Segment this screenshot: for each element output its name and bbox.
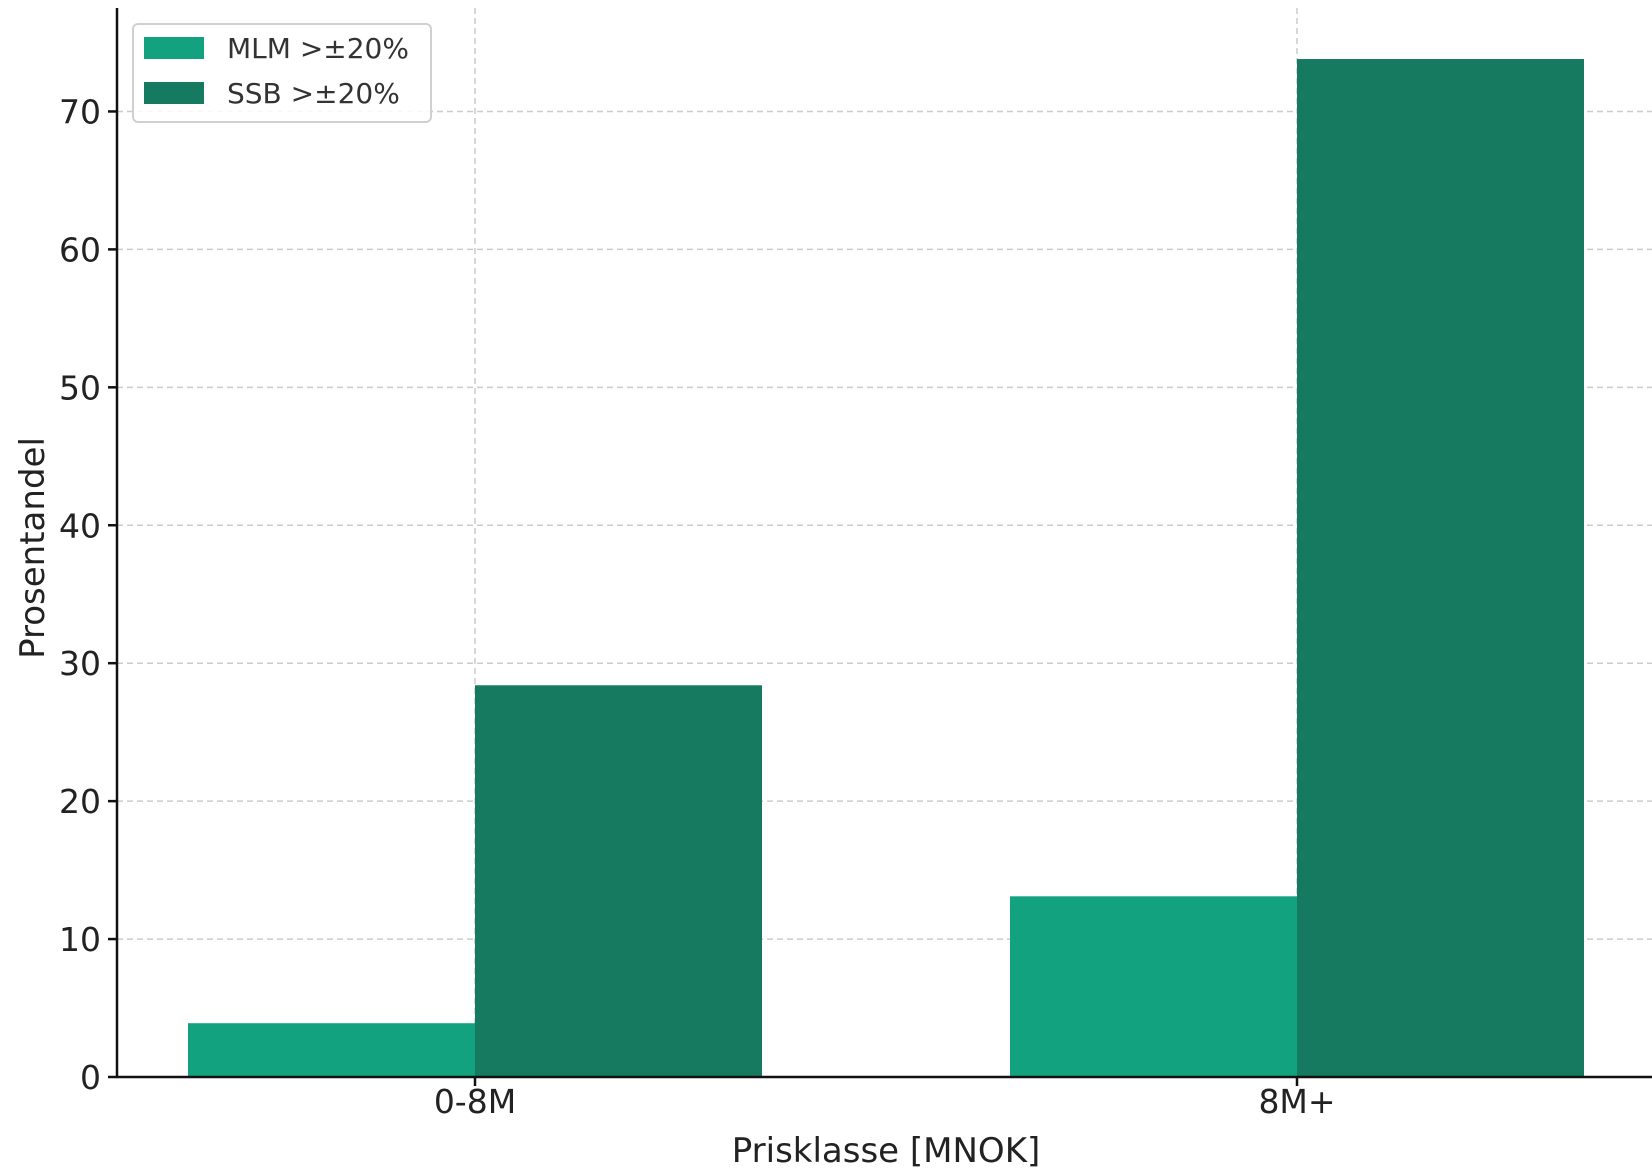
legend: MLM >±20% SSB >±20% [132, 23, 432, 123]
legend-swatch [144, 82, 204, 104]
y-tick-label: 30 [59, 644, 101, 683]
y-tick-label: 0 [80, 1058, 101, 1097]
y-tick-label: 20 [59, 782, 101, 821]
bar-ssb-1 [1297, 59, 1584, 1077]
legend-swatch [144, 37, 204, 59]
x-tick-label: 8M+ [1258, 1082, 1335, 1121]
y-tick-labels: 0 10 20 30 40 50 60 70 [59, 92, 117, 1097]
y-axis-title: Prosentandel [13, 437, 53, 659]
x-axis-title: Prisklasse [MNOK] [732, 1131, 1041, 1170]
bar-mlm-1 [1010, 896, 1297, 1077]
y-tick-label: 40 [59, 506, 101, 545]
bars [188, 59, 1584, 1077]
bar-ssb-0 [475, 685, 762, 1077]
legend-label: MLM >±20% [227, 32, 409, 65]
y-tick-label: 60 [59, 230, 101, 269]
x-tick-label: 0-8M [434, 1082, 516, 1121]
y-tick-label: 10 [59, 920, 101, 959]
legend-box [132, 23, 432, 123]
bar-mlm-0 [188, 1023, 475, 1077]
x-tick-labels: 0-8M 8M+ [434, 1077, 1336, 1121]
y-tick-label: 70 [59, 92, 101, 131]
y-tick-label: 50 [59, 368, 101, 407]
axes [115, 8, 1652, 1079]
legend-label: SSB >±20% [227, 77, 400, 110]
